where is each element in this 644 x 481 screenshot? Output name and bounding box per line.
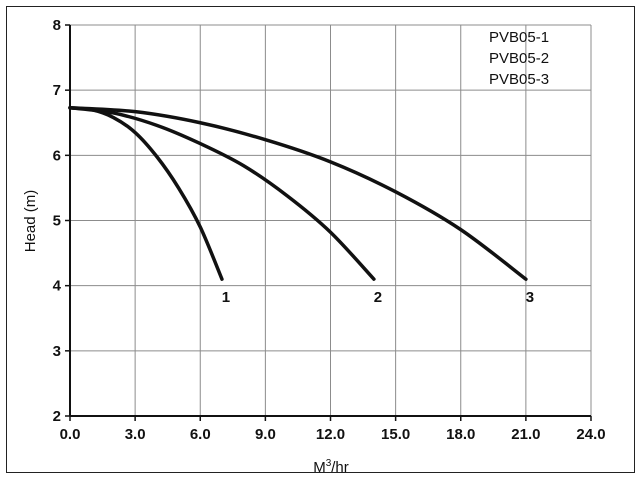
- legend-entry-pvb05-2: PVB05-2: [489, 50, 549, 67]
- y-axis-title: Head (m): [22, 190, 39, 253]
- x-tick-label: 18.0: [446, 426, 475, 443]
- y-tick-label: 5: [53, 213, 61, 230]
- axes: [65, 24, 592, 421]
- legend-entry-pvb05-3: PVB05-3: [489, 71, 549, 88]
- y-tick-label: 2: [53, 408, 61, 425]
- chart-frame: [6, 6, 635, 473]
- legend-entry-pvb05-1: PVB05-1: [489, 29, 549, 46]
- x-tick-labels: 0.0 3.0 6.0 9.0 12.0 15.0 18.0 21.0 24.0: [60, 426, 606, 443]
- y-tick-label: 3: [53, 343, 61, 360]
- curve-label-1: 1: [222, 289, 230, 306]
- y-tick-label: 6: [53, 147, 61, 164]
- x-tick-label: 3.0: [125, 426, 146, 443]
- curve-label-3: 3: [526, 289, 534, 306]
- x-tick-label: 9.0: [255, 426, 276, 443]
- x-tick-label: 15.0: [381, 426, 410, 443]
- legend: PVB05-1 PVB05-2 PVB05-3: [489, 29, 549, 88]
- curve-labels: 1 2 3: [222, 289, 534, 306]
- x-tick-label: 6.0: [190, 426, 211, 443]
- x-tick-label: 21.0: [511, 426, 540, 443]
- y-tick-label: 7: [53, 82, 61, 99]
- x-tick-label: 0.0: [60, 426, 81, 443]
- curve-pvb05-1: [68, 106, 224, 281]
- y-tick-label: 8: [53, 17, 61, 34]
- curve-pvb05-3: [68, 106, 528, 281]
- grid-lines: [70, 25, 591, 416]
- curves: [68, 106, 528, 281]
- curve-pvb05-2: [68, 106, 376, 281]
- x-axis-title: M3/hr: [313, 458, 349, 476]
- y-tick-labels: 2 3 4 5 6 7 8: [53, 17, 62, 425]
- x-tick-label: 24.0: [576, 426, 605, 443]
- curve-label-2: 2: [374, 289, 382, 306]
- y-tick-label: 4: [53, 278, 62, 295]
- x-tick-label: 12.0: [316, 426, 345, 443]
